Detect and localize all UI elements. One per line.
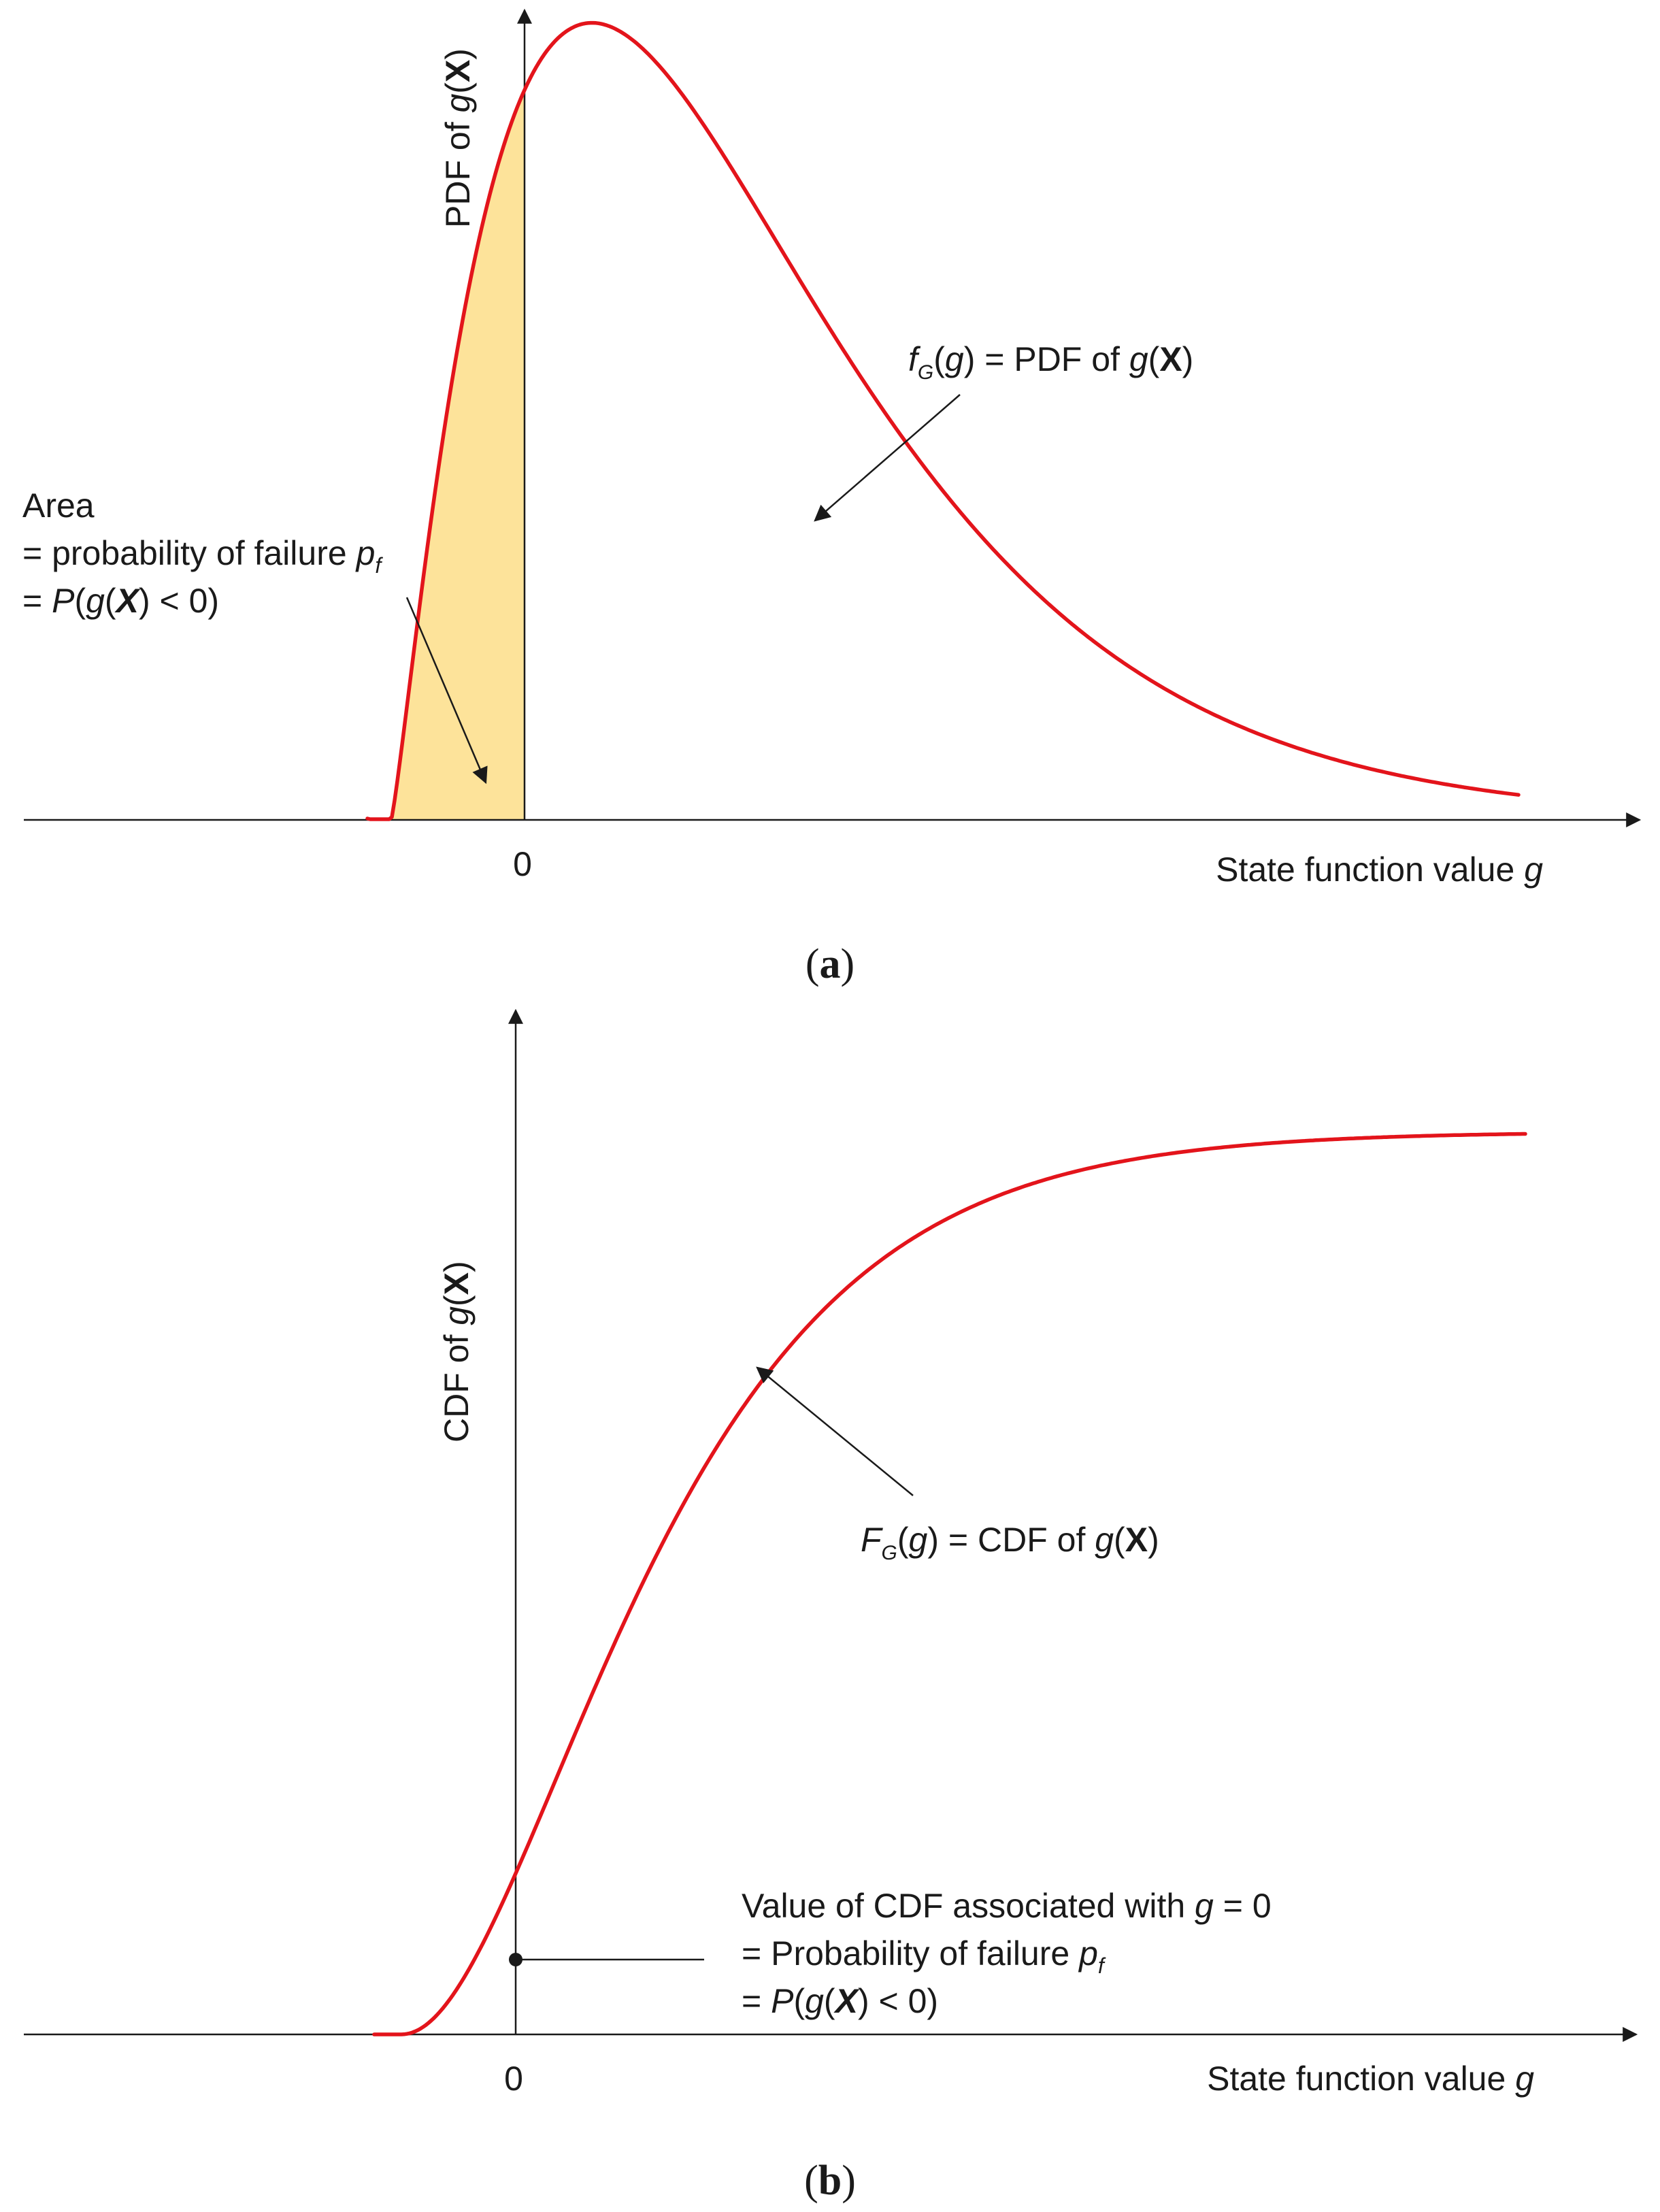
panel-a-caption: (a) bbox=[806, 941, 854, 987]
pf-annotation-line-3: = P(g(X) < 0) bbox=[742, 1982, 938, 2020]
cdf-curve-label: FG(g) = CDF of g(X) bbox=[861, 1521, 1159, 1564]
area-annotation-line-2: = probability of failure pf bbox=[22, 534, 383, 578]
panel-b-y-axis-label: CDF of g(X) bbox=[437, 1261, 476, 1442]
panel-a: PDF of g(X) 0 State function value g fG(… bbox=[22, 8, 1642, 987]
panel-a-x-axis-label: State function value g bbox=[1216, 851, 1543, 889]
pdf-curve-label: fG(g) = PDF of g(X) bbox=[908, 340, 1193, 384]
pdf-curve-pointer-arrow bbox=[814, 394, 961, 522]
pf-annotation-line-2: = Probability of failure pf bbox=[742, 1934, 1106, 1978]
panel-b-caption: (b) bbox=[804, 2158, 856, 2204]
panel-a-y-axis-label: PDF of g(X) bbox=[439, 48, 477, 228]
panel-a-zero-tick-label: 0 bbox=[513, 845, 532, 883]
panel-b-zero-tick-label: 0 bbox=[504, 2060, 523, 2098]
pf-annotation: Value of CDF associated with g = 0 = Pro… bbox=[742, 1887, 1272, 2020]
area-annotation-line-3: = P(g(X) < 0) bbox=[22, 582, 219, 620]
failure-probability-area bbox=[367, 95, 525, 820]
cdf-curve bbox=[372, 1132, 1527, 2036]
cdf-curve-pointer-arrow bbox=[756, 1366, 914, 1496]
area-annotation: Area = probability of failure pf = P(g(X… bbox=[22, 486, 383, 620]
area-pointer-arrow bbox=[405, 597, 488, 785]
pf-annotation-line-1: Value of CDF associated with g = 0 bbox=[742, 1887, 1272, 1925]
panel-b-x-axis-label: State function value g bbox=[1207, 2060, 1534, 2098]
panel-b: CDF of g(X) 0 State function value g FG(… bbox=[24, 1008, 1638, 2204]
pdf-curve bbox=[365, 20, 1521, 821]
area-annotation-line-1: Area bbox=[22, 486, 95, 525]
pf-point-marker bbox=[509, 1953, 522, 1966]
